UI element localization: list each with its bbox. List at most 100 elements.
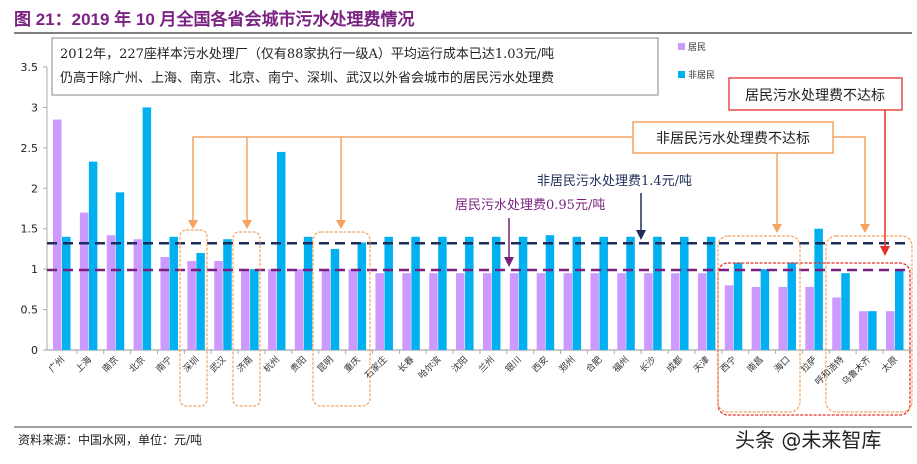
x-tick-label: 天津 [692,354,713,375]
source-note: 资料来源：中国水网，单位：元/吨 [18,432,202,447]
bar-nonresident [760,269,770,350]
y-tick-label: 0.5 [21,304,39,317]
nonresident-line-label: 非居民污水处理费1.4元/吨 [537,174,692,189]
x-tick-label: 成都 [664,354,685,375]
x-tick-labels: 广州 上海 南京 北京 南宁 深圳 武汉 济南 杭州 贵阳 昆明 重庆 石家庄 长春 哈尔滨 沈阳 兰州 银川 西安… [46,354,900,388]
bar-nonresident [518,236,528,350]
bar-nonresident [88,161,98,350]
x-tick-label: 海口 [771,354,792,375]
bar-nonresident [142,107,152,350]
bars [53,107,904,350]
bar-nonresident [572,236,582,350]
y-tick-label: 0 [31,344,38,357]
bar-resident [536,273,546,350]
legend-label-nonresident: 非居民 [688,69,715,81]
bar-resident [160,257,169,350]
x-tick-label: 西安 [530,354,551,375]
bar-nonresident [545,235,555,350]
bar-nonresident [841,273,850,350]
x-tick-label: 长沙 [637,354,658,375]
bar-resident [671,273,680,350]
x-tick-label: 广州 [46,354,67,375]
bar-resident [106,235,116,350]
bar-resident [778,286,788,350]
bar-nonresident [303,236,313,350]
y-tick-label: 1 [31,263,38,276]
x-tick-label: 合肥 [583,354,604,375]
x-tick-label: 银川 [503,354,524,375]
x-tick-label: 南宁 [153,354,174,375]
y-tick-label: 1.5 [21,223,39,236]
x-tick-label: 南京 [100,354,121,375]
nonresident-below-standard-label: 非居民污水处理费不达标 [656,131,810,147]
legend-swatch-nonresident [678,71,685,78]
bar-nonresident [626,236,635,350]
x-tick-label: 贵阳 [288,354,309,375]
note-box [51,37,659,96]
x-tick-label: 重庆 [341,354,362,375]
bar-resident [321,269,331,350]
watermark: 头条 @未来智库 [735,428,881,452]
bar-resident [267,269,277,350]
x-tick-label: 深圳 [181,354,202,375]
bar-nonresident [438,236,447,350]
note-line-1: 2012年，227座样本污水处理厂（仅有88家执行一级A）平均运行成本已达1.0… [60,46,554,62]
nonresident-below-standard-regions [179,229,913,413]
bar-nonresident [384,236,393,350]
bar-resident [187,261,196,350]
bar-resident [348,269,358,350]
bar-resident [859,311,868,350]
resident-below-standard-box [728,77,903,111]
bar-resident [482,273,492,350]
bar-resident [724,285,734,350]
bar-nonresident [787,262,797,350]
x-tick-label: 武汉 [207,354,228,375]
resident-below-standard-label: 居民污水处理费不达标 [745,88,885,104]
bar-nonresident [223,239,232,350]
x-tick-label: 太原 [879,354,900,375]
bar-resident [456,273,465,350]
bar-resident [563,273,573,350]
x-tick-label: 拉萨 [798,354,819,375]
x-tick-label: 哈尔滨 [416,354,444,382]
bar-resident [886,311,895,350]
x-tick-label: 呼和浩特 [812,354,846,388]
bar-resident [751,286,761,350]
y-tick-label: 2.5 [21,142,39,155]
bar-nonresident [411,236,420,350]
orange-arrow-heads [188,220,870,233]
bar-resident [697,273,707,350]
orange-connectors [192,136,866,226]
legend-swatch-resident [678,43,685,50]
bar-nonresident [599,236,608,350]
nonresident-below-standard-box [632,121,834,154]
x-tick-label: 杭州 [261,354,282,375]
x-tick-label: 乌鲁木齐 [839,354,873,388]
red-arrow-head [880,246,890,256]
x-tick-label: 南昌 [745,354,766,375]
bar-nonresident [733,262,743,350]
bar-resident [590,273,599,350]
x-tick-label: 沈阳 [449,354,470,375]
bar-resident [832,297,841,350]
bar-nonresident [62,236,71,350]
bar-resident [79,212,89,350]
bar-resident [429,273,438,350]
x-tick-label: 济南 [234,354,255,375]
note-line-2: 仍高于除广州、上海、南京、北京、南宁、深圳、武汉以外省会城市的居民污水处理费 [60,70,554,86]
bar-resident [402,273,411,350]
bar-nonresident [465,236,474,350]
navy-arrow-head [636,230,646,240]
resident-line-label: 居民污水处理费0.95元/吨 [455,198,605,213]
bar-nonresident [680,236,689,350]
y-tick-label: 3.5 [21,61,39,74]
bar-resident [805,286,814,350]
figure-title: 图 21：2019 年 10 月全国各省会城市污水处理费情况 [14,9,415,29]
bar-nonresident [653,236,662,350]
bar-resident [509,273,519,350]
bar-resident [133,239,143,350]
y-tick-label: 2 [31,182,38,195]
x-tick-label: 郑州 [556,354,577,375]
x-tick-label: 石家庄 [362,354,390,382]
x-tick-label: 福州 [610,354,631,375]
